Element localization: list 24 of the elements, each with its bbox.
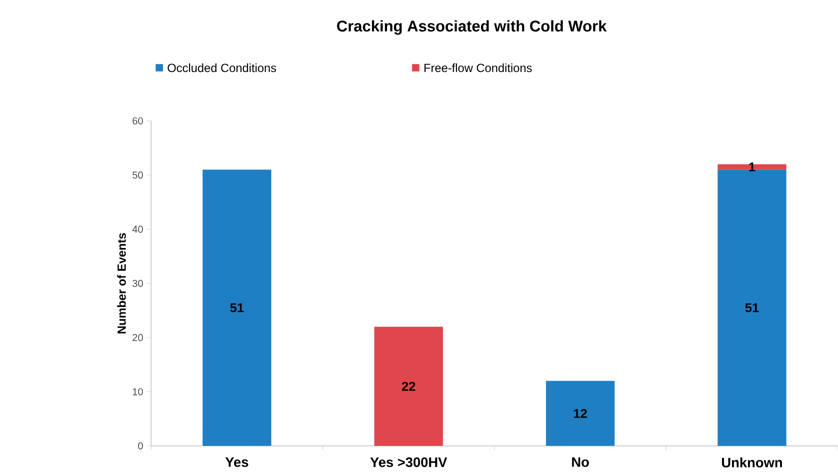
data-label: 22	[402, 382, 416, 391]
x-tick-label: No	[572, 457, 589, 467]
data-label: 51	[745, 303, 759, 312]
y-tick-label: 30	[132, 280, 143, 287]
x-tick-label: Yes >300HV	[370, 457, 448, 467]
x-tick-label: Unknown	[722, 457, 782, 468]
data-label: 12	[574, 408, 587, 418]
data-label: 51	[230, 303, 244, 312]
y-axis-title: Number of Events	[117, 232, 126, 334]
y-tick-label: 20	[132, 334, 143, 341]
x-tick-label: Yes	[225, 457, 248, 467]
y-tick-label: 0	[138, 442, 143, 450]
chart-title: Cracking Associated with Cold Work	[337, 20, 607, 34]
y-tick-label: 10	[132, 388, 143, 396]
bar	[546, 380, 615, 446]
y-tick-label: 40	[132, 225, 143, 233]
y-tick-label: 50	[132, 171, 143, 178]
legend-label: Occluded Conditions	[168, 63, 276, 72]
bar	[718, 164, 786, 170]
y-tick-label: 60	[132, 117, 143, 124]
data-label: 1	[749, 162, 756, 172]
bar	[374, 326, 443, 446]
legend-label: Free-flow Conditions	[424, 63, 532, 72]
bar	[202, 169, 272, 446]
